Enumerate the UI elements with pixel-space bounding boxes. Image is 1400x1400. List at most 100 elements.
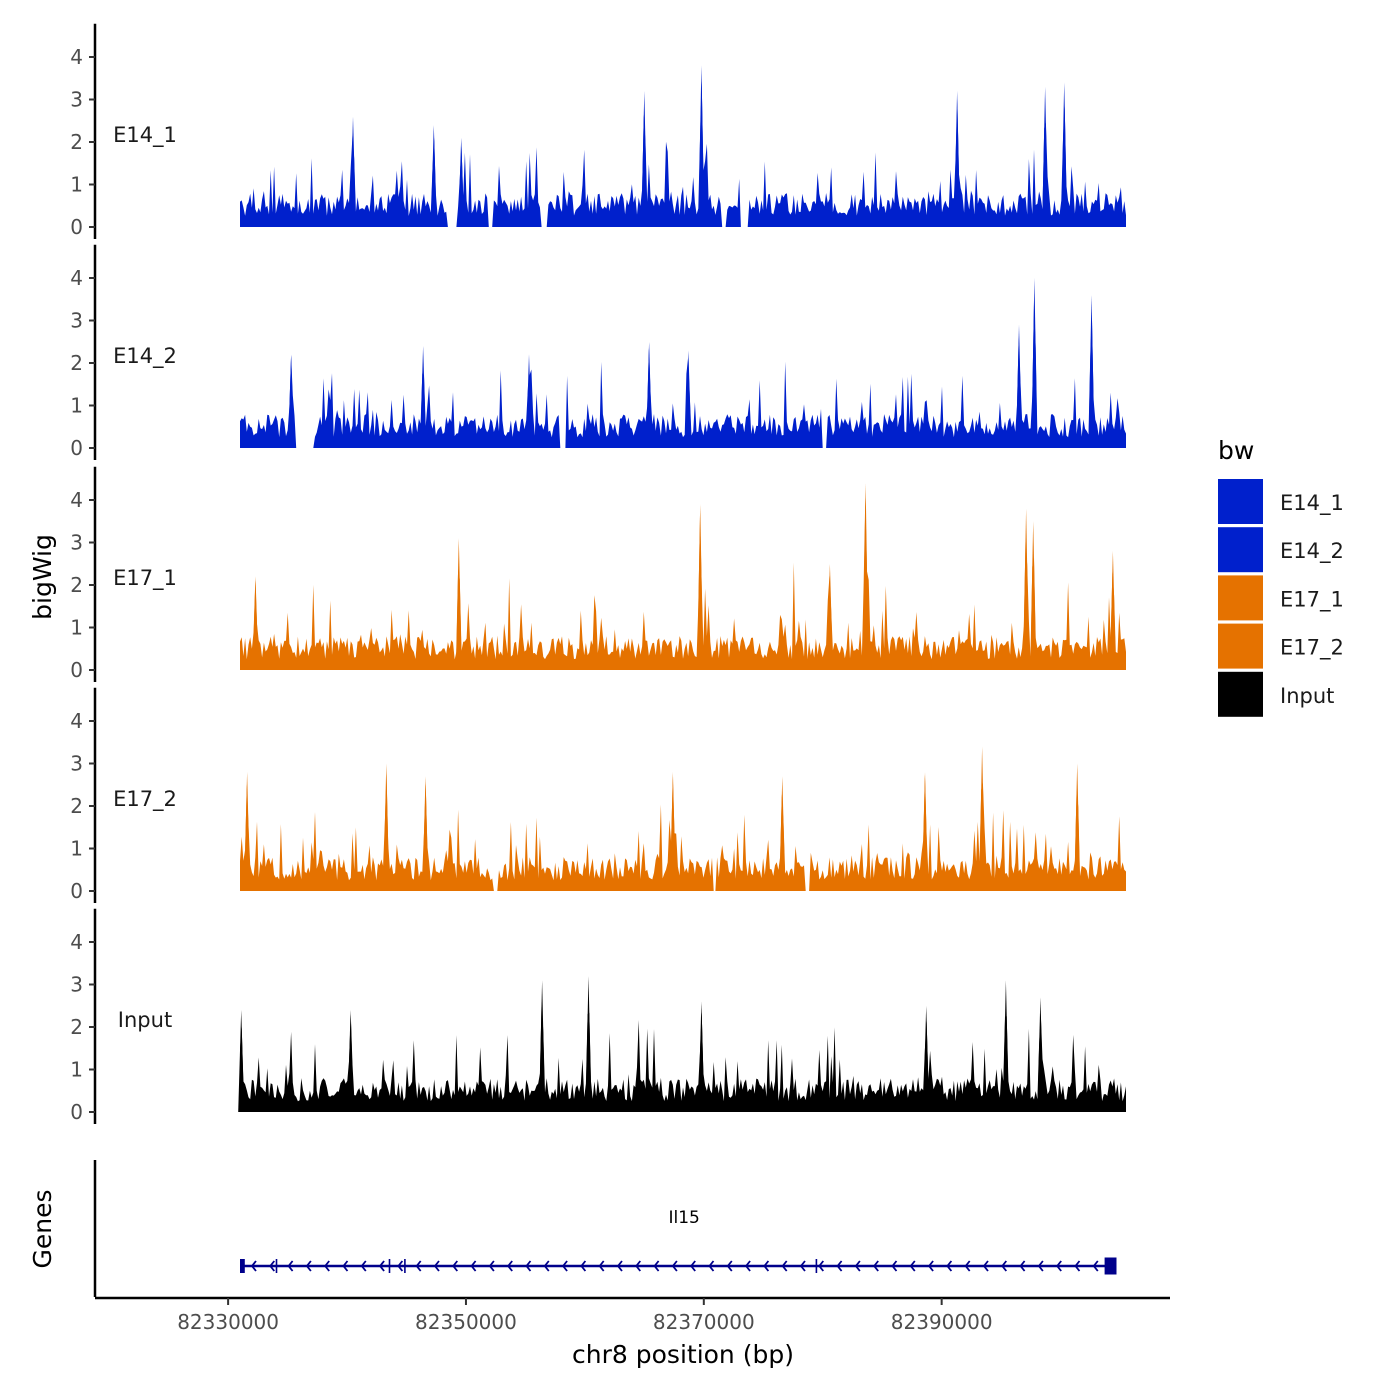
strand-arrow xyxy=(1019,1260,1026,1272)
track-label: E14_2 xyxy=(113,344,177,369)
strand-arrow xyxy=(507,1260,513,1272)
strand-arrow xyxy=(397,1260,404,1272)
strand-arrow xyxy=(946,1260,953,1272)
gene-name-label: Il15 xyxy=(669,1208,700,1228)
strand-arrow xyxy=(415,1260,422,1272)
gene-exon xyxy=(275,1259,278,1273)
strand-arrow xyxy=(927,1260,934,1272)
y-tick-label: 4 xyxy=(70,45,83,69)
coverage-peak xyxy=(1002,980,1009,1112)
y-tick-label: 4 xyxy=(70,488,83,512)
coverage-peak xyxy=(252,576,259,670)
coverage-peak xyxy=(697,504,704,670)
x-axis-title: chr8 position (bp) xyxy=(572,1340,794,1369)
strand-arrow xyxy=(873,1260,879,1272)
legend-swatch xyxy=(1218,623,1263,669)
strand-arrow xyxy=(708,1260,715,1272)
genes-axis-title: Genes xyxy=(28,1189,57,1268)
coverage-peak xyxy=(685,350,692,448)
y-tick-label: 2 xyxy=(70,1015,83,1039)
coverage-peak xyxy=(1016,324,1022,448)
strand-arrow xyxy=(433,1260,440,1272)
strand-arrow xyxy=(452,1260,459,1272)
strand-arrow xyxy=(525,1260,532,1272)
strand-arrow xyxy=(598,1260,605,1272)
legend-label: Input xyxy=(1280,684,1334,708)
legend-label: E17_2 xyxy=(1280,636,1344,661)
y-tick-label: 2 xyxy=(70,130,83,154)
x-tick-label: 82330000 xyxy=(177,1310,279,1334)
coverage-peak xyxy=(238,1010,245,1112)
gene-exon xyxy=(815,1259,818,1273)
coverage-peak xyxy=(1109,551,1116,670)
coverage-peak xyxy=(526,354,532,448)
strand-arrow xyxy=(635,1260,642,1272)
gene-track: Il15 xyxy=(93,1160,1117,1297)
strand-arrow xyxy=(818,1260,825,1272)
y-tick-label: 1 xyxy=(70,837,83,861)
track-E17_1: 0 1 2 3 4 E17_1 xyxy=(70,466,1126,682)
strand-arrow xyxy=(378,1260,385,1272)
y-tick-label: 3 xyxy=(70,752,83,776)
coverage-peak xyxy=(669,772,676,891)
strand-arrow xyxy=(891,1260,898,1272)
coverage-area xyxy=(240,1001,1126,1112)
y-tick-label: 2 xyxy=(70,573,83,597)
coverage-area xyxy=(240,773,1126,891)
y-tick-label: 2 xyxy=(70,794,83,818)
coverage-peak xyxy=(1042,86,1049,227)
coverage-area xyxy=(240,497,1126,670)
strand-arrow xyxy=(836,1260,843,1272)
track-Input: 0 1 2 3 4 Input xyxy=(70,908,1126,1124)
strand-arrow xyxy=(726,1260,733,1272)
strand-arrow xyxy=(580,1260,587,1272)
strand-arrow xyxy=(1037,1260,1044,1272)
legend-item-E17_2: E17_2 xyxy=(1218,623,1344,669)
y-tick-label: 0 xyxy=(70,879,83,903)
gene-Il15: Il15 xyxy=(240,1208,1117,1275)
strand-arrow xyxy=(964,1260,971,1272)
strand-arrow xyxy=(269,1260,276,1272)
strand-arrow xyxy=(671,1260,678,1272)
legend-item-E14_2: E14_2 xyxy=(1218,527,1344,573)
gene-exon xyxy=(404,1259,406,1273)
y-tick-label: 1 xyxy=(70,394,83,418)
coverage-peak xyxy=(862,483,869,670)
strand-arrow xyxy=(781,1260,788,1272)
coverage-peak xyxy=(458,137,465,227)
coverage-peak xyxy=(244,772,251,891)
coverage-peak xyxy=(922,772,928,891)
track-E14_2: 0 1 2 3 4 E14_2 xyxy=(70,244,1126,460)
y-tick-label: 1 xyxy=(70,173,83,197)
y-tick-label: 3 xyxy=(70,309,83,333)
legend-swatch xyxy=(1218,479,1263,524)
coverage-peak xyxy=(585,976,592,1112)
strand-arrow xyxy=(854,1260,861,1272)
coverage-peak xyxy=(1074,763,1081,891)
coverage-peak xyxy=(539,980,546,1112)
legend-label: E17_1 xyxy=(1280,587,1344,612)
legend: bw E14_1 E14_2 E17_1 E17_2 Input xyxy=(1218,436,1344,717)
coverage-peak xyxy=(383,763,390,891)
y-tick-label: 0 xyxy=(70,1100,83,1124)
x-tick-label: 82350000 xyxy=(415,1310,517,1334)
track-E14_1: 0 1 2 3 4 E14_1 xyxy=(70,23,1126,239)
coverage-peak xyxy=(1031,278,1038,448)
legend-item-E14_1: E14_1 xyxy=(1218,479,1344,524)
strand-arrow xyxy=(744,1260,751,1272)
strand-arrow xyxy=(250,1260,257,1272)
strand-arrow xyxy=(1092,1260,1099,1272)
coverage-peak xyxy=(641,91,648,227)
strand-arrow xyxy=(1001,1260,1008,1272)
strand-arrow xyxy=(324,1260,330,1272)
y-tick-label: 4 xyxy=(70,266,83,290)
gene-exon xyxy=(388,1259,391,1273)
coverage-peak xyxy=(779,776,786,891)
coverage-peak xyxy=(1030,521,1037,670)
y-tick-label: 4 xyxy=(70,709,83,733)
coverage-tracks: 0 1 2 3 4 E14_1 0 1 2 3 4 E14_2 0 1 2 3 4 E17_1 0 1 2 3 4 E17_2… xyxy=(70,23,1126,1124)
coverage-peak xyxy=(420,346,427,448)
strand-arrow xyxy=(653,1260,660,1272)
y-tick-label: 1 xyxy=(70,1058,83,1082)
